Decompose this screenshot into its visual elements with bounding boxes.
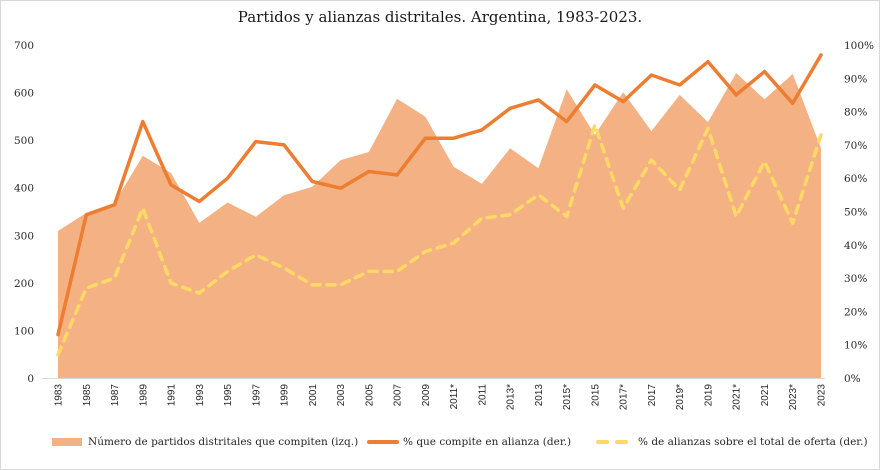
right-tick-30%: 30%: [844, 273, 867, 285]
right-tick-40%: 40%: [844, 240, 867, 252]
x-tick-1999: 1999: [280, 384, 291, 407]
x-tick-2023: 2023: [817, 384, 828, 407]
legend-label-oferta: % de alianzas sobre el total de oferta (…: [638, 436, 868, 448]
x-tick-2003: 2003: [336, 384, 347, 407]
x-tick-2019: 2019: [703, 384, 714, 407]
x-tick-2013: 2013: [534, 384, 545, 407]
x-tick-2015: 2015: [590, 384, 601, 407]
x-tick-1997: 1997: [251, 384, 262, 407]
x-tick-1991: 1991: [167, 384, 178, 407]
left-tick-200: 200: [14, 278, 34, 290]
left-tick-100: 100: [14, 325, 34, 337]
legend-swatch-dash: [596, 440, 628, 444]
x-tick-2007: 2007: [393, 384, 404, 407]
right-tick-10%: 10%: [844, 340, 867, 352]
legend-item-alianza: % que compite en alianza (der.): [367, 436, 571, 448]
x-tick-2021*: 2021*: [732, 384, 743, 410]
legend-label-partidos: Número de partidos distritales que compi…: [88, 436, 359, 448]
x-tick-1989: 1989: [138, 384, 149, 407]
x-tick-2013*: 2013*: [506, 384, 517, 410]
x-tick-1987: 1987: [110, 384, 121, 407]
x-axis-ticks: 1983 1985 1987 1989 1991 1993 1995 1997 1999 2001…: [54, 384, 828, 411]
legend-swatch-area: [52, 438, 82, 446]
x-tick-1983: 1983: [54, 384, 65, 407]
x-tick-2017*: 2017*: [619, 384, 630, 410]
left-tick-700: 700: [14, 40, 34, 52]
line-layer: [56, 53, 823, 357]
x-tick-2021: 2021: [760, 384, 771, 407]
right-tick-90%: 90%: [844, 73, 867, 85]
x-tick-1995: 1995: [223, 384, 234, 407]
x-tick-1985: 1985: [82, 384, 93, 407]
right-axis-ticks: 0% 10% 20% 30% 40% 50% 60% 70% 80% 90% 100%: [844, 40, 874, 385]
right-tick-100%: 100%: [844, 40, 874, 52]
left-axis-ticks: 0 100 200 300 400 500 600 700: [14, 40, 34, 385]
left-tick-0: 0: [27, 373, 34, 385]
line-series-oferta: [56, 123, 823, 357]
legend-item-partidos: Número de partidos distritales que compi…: [52, 436, 358, 448]
x-tick-1993: 1993: [195, 384, 206, 407]
left-tick-400: 400: [14, 183, 34, 195]
x-tick-2023*: 2023*: [788, 384, 799, 410]
x-tick-2011*: 2011*: [449, 384, 460, 410]
right-tick-80%: 80%: [844, 107, 867, 119]
x-tick-2001: 2001: [308, 384, 319, 407]
legend-swatch-line: [367, 440, 399, 444]
area-layer: [58, 73, 821, 378]
legend-item-oferta: % de alianzas sobre el total de oferta (…: [596, 436, 868, 448]
chart-title: Partidos y alianzas distritales. Argenti…: [237, 8, 643, 26]
legend-label-alianza: % que compite en alianza (der.): [403, 436, 572, 448]
chart-plot: 0 100 200 300 400 500 600 700 0% 10% 20% 30% 40% 50%…: [14, 40, 874, 411]
area-series-partidos: [58, 73, 821, 378]
left-tick-600: 600: [14, 88, 34, 100]
right-tick-70%: 70%: [844, 140, 867, 152]
x-tick-2015*: 2015*: [562, 384, 573, 410]
right-tick-0%: 0%: [844, 373, 861, 385]
x-tick-2019*: 2019*: [675, 384, 686, 410]
x-tick-2011: 2011: [477, 384, 488, 406]
line-series-alianza: [56, 53, 823, 337]
x-tick-2017: 2017: [647, 384, 658, 407]
x-tick-2005: 2005: [364, 384, 375, 407]
legend: Número de partidos distritales que compi…: [0, 436, 880, 456]
left-tick-300: 300: [14, 230, 34, 242]
right-tick-60%: 60%: [844, 173, 867, 185]
x-tick-2009: 2009: [421, 384, 432, 407]
right-tick-20%: 20%: [844, 306, 867, 318]
left-tick-500: 500: [14, 135, 34, 147]
right-tick-50%: 50%: [844, 207, 867, 219]
